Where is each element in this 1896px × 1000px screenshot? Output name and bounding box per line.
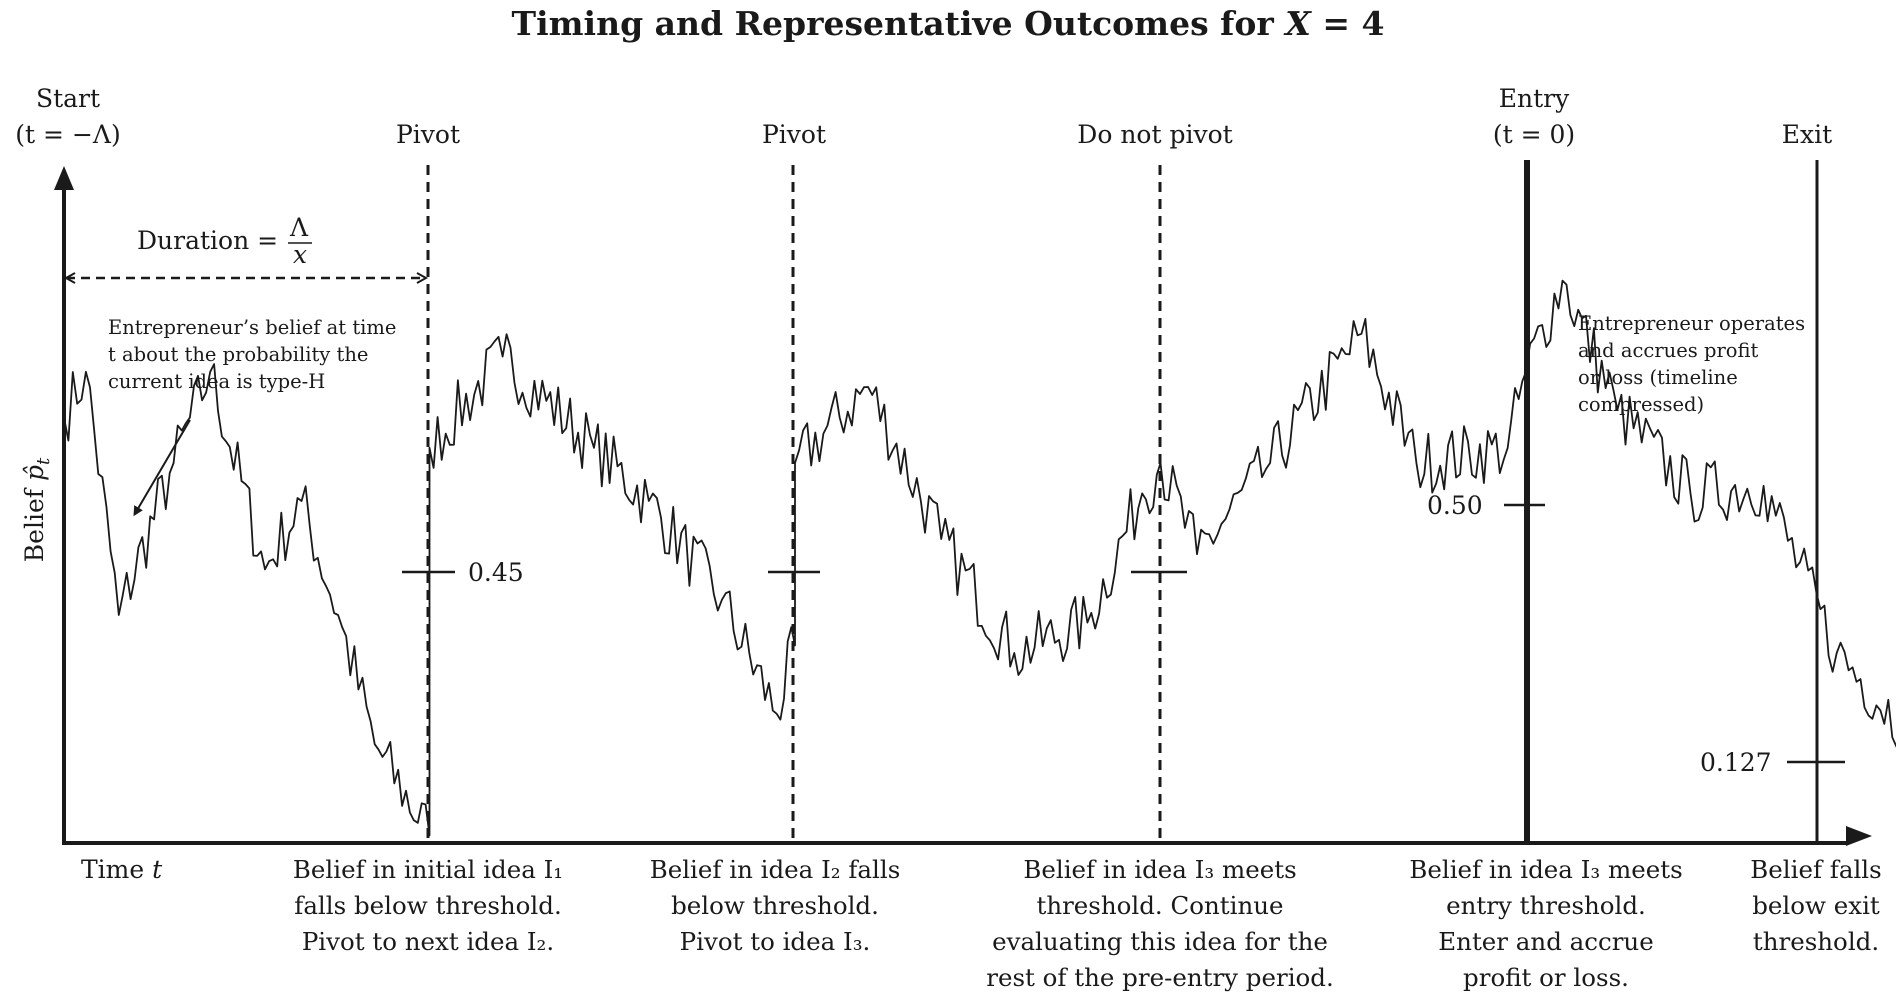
svg-text:evaluating this idea for the: evaluating this idea for the bbox=[992, 927, 1328, 956]
caption-5: Belief falls below exit threshold. bbox=[1750, 855, 1881, 956]
svg-text:Belief in idea I₃ meets: Belief in idea I₃ meets bbox=[1409, 855, 1682, 884]
caption-3: Belief in idea I₃ meets threshold. Conti… bbox=[986, 855, 1334, 992]
svg-text:Pivot to idea I₃.: Pivot to idea I₃. bbox=[680, 927, 871, 956]
caption-2: Belief in idea I₂ falls below threshold.… bbox=[650, 855, 901, 956]
x-axis-arrow bbox=[1846, 826, 1872, 846]
operates-note-line-1: Entrepreneur operates bbox=[1578, 312, 1805, 335]
svg-text:threshold. Continue: threshold. Continue bbox=[1036, 891, 1283, 920]
svg-text:Belief in initial idea I₁: Belief in initial idea I₁ bbox=[293, 855, 563, 884]
svg-text:Belief in idea I₂ falls: Belief in idea I₂ falls bbox=[650, 855, 901, 884]
belief-note-line-1: Entrepreneur’s belief at time bbox=[108, 316, 396, 339]
operates-note-line-3: or loss (timeline bbox=[1578, 366, 1738, 389]
entry-time-label: (t = 0) bbox=[1493, 120, 1575, 149]
svg-text:threshold.: threshold. bbox=[1753, 927, 1879, 956]
duration-numerator: Λ bbox=[289, 213, 309, 242]
entry-label: Entry bbox=[1499, 84, 1570, 113]
y-axis-label: Belief p̂t bbox=[20, 457, 54, 562]
belief-note-line-2: t about the probability the bbox=[108, 343, 368, 366]
svg-text:below exit: below exit bbox=[1752, 891, 1880, 920]
operates-note-line-4: compressed) bbox=[1578, 393, 1704, 416]
belief-note-arrow bbox=[133, 419, 191, 517]
duration-denominator: x bbox=[293, 240, 307, 269]
svg-text:profit or loss.: profit or loss. bbox=[1463, 963, 1629, 992]
pivot1-label: Pivot bbox=[396, 120, 460, 149]
svg-text:Pivot to next idea I₂.: Pivot to next idea I₂. bbox=[302, 927, 554, 956]
exit-threshold-label: 0.127 bbox=[1700, 748, 1772, 777]
pivot-threshold-label: 0.45 bbox=[468, 558, 524, 587]
caption-4: Belief in idea I₃ meets entry threshold.… bbox=[1409, 855, 1682, 992]
svg-text:Belief in idea I₃ meets: Belief in idea I₃ meets bbox=[1023, 855, 1296, 884]
svg-text:Belief p̂t: Belief p̂t bbox=[20, 457, 54, 562]
caption-1: Belief in initial idea I₁ falls below th… bbox=[293, 855, 563, 956]
y-axis-arrow bbox=[54, 166, 74, 190]
x-axis-label: Time t bbox=[81, 855, 163, 884]
start-time-label: (t = −Λ) bbox=[15, 120, 120, 149]
belief-path bbox=[63, 279, 1896, 837]
do-not-pivot-label: Do not pivot bbox=[1077, 120, 1232, 149]
svg-text:Enter and accrue: Enter and accrue bbox=[1438, 927, 1653, 956]
belief-note-line-3: current idea is type-H bbox=[108, 370, 325, 393]
start-label: Start bbox=[36, 84, 100, 113]
svg-text:entry threshold.: entry threshold. bbox=[1446, 891, 1646, 920]
svg-text:below threshold.: below threshold. bbox=[671, 891, 879, 920]
svg-text:falls below threshold.: falls below threshold. bbox=[294, 891, 561, 920]
operates-note-line-2: and accrues profit bbox=[1578, 339, 1759, 362]
duration-label: Duration = bbox=[137, 226, 278, 255]
svg-text:Belief falls: Belief falls bbox=[1750, 855, 1881, 884]
exit-label: Exit bbox=[1782, 120, 1832, 149]
chart-title: Timing and Representative Outcomes for X… bbox=[511, 4, 1385, 43]
entry-threshold-label: 0.50 bbox=[1427, 491, 1483, 520]
pivot2-label: Pivot bbox=[762, 120, 826, 149]
svg-text:rest of the pre-entry period.: rest of the pre-entry period. bbox=[986, 963, 1334, 992]
